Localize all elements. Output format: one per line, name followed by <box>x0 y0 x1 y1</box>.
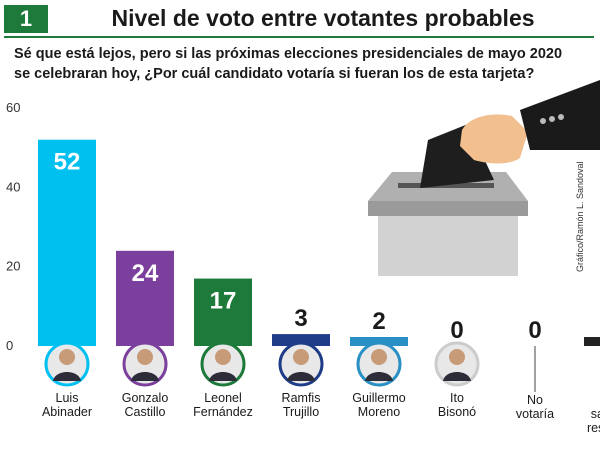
category-label: Fernández <box>193 405 253 419</box>
category-label: Bisonó <box>438 405 476 419</box>
bar <box>584 337 600 346</box>
bar <box>272 334 330 346</box>
category-label: No <box>527 393 543 407</box>
candidate-photo <box>122 341 168 387</box>
category-label: Moreno <box>358 405 400 419</box>
category-label: Abinader <box>42 405 92 419</box>
candidate-photo <box>434 341 480 387</box>
chart-title: Nivel de voto entre votantes probables <box>111 5 535 31</box>
category-label: Ito <box>450 391 464 405</box>
ballot-box-illustration <box>368 80 600 276</box>
bar <box>194 278 252 346</box>
bar <box>38 139 96 346</box>
candidate-photo <box>356 341 402 387</box>
category-label: Leonel <box>204 391 242 405</box>
category-label: Castillo <box>125 405 166 419</box>
title-rule <box>4 36 594 38</box>
category-label: responde <box>587 421 600 435</box>
category-label: Guillermo <box>352 391 406 405</box>
category-label: Gonzalo <box>122 391 169 405</box>
category-label: Ramfis <box>282 391 321 405</box>
bar-value-label: 17 <box>210 288 237 315</box>
hand-icon <box>460 114 528 164</box>
category-label: votaría <box>516 407 554 421</box>
question-line-1: Sé que está lejos, pero si las próximas … <box>14 46 563 62</box>
y-tick-label: 60 <box>6 100 20 115</box>
bar-value-label: 3 <box>294 305 307 332</box>
category-label: sabe/no <box>591 407 600 421</box>
bar <box>116 250 174 346</box>
candidate-photo <box>278 341 324 387</box>
bar-value-label: 24 <box>132 260 159 287</box>
y-tick-label: 20 <box>6 259 20 274</box>
bar-value-label: 2 <box>372 308 385 335</box>
category-label: Luis <box>56 391 79 405</box>
survey-question: Sé que está lejos, pero si las próximas … <box>14 44 592 84</box>
question-line-2: se celebraran hoy, ¿Por cuál candidato v… <box>14 66 535 82</box>
figure-number-badge: 1 <box>4 5 48 33</box>
y-tick-label: 0 <box>6 338 13 353</box>
bar-value-label: 0 <box>528 317 541 344</box>
candidate-photo <box>44 341 90 387</box>
bar-value-label: 52 <box>54 149 81 176</box>
y-axis: 0 20 40 60 <box>6 100 20 353</box>
category-label: Trujillo <box>283 405 319 419</box>
candidate-photo <box>200 341 246 387</box>
y-tick-label: 40 <box>6 179 20 194</box>
bar-value-label: 0 <box>450 317 463 344</box>
